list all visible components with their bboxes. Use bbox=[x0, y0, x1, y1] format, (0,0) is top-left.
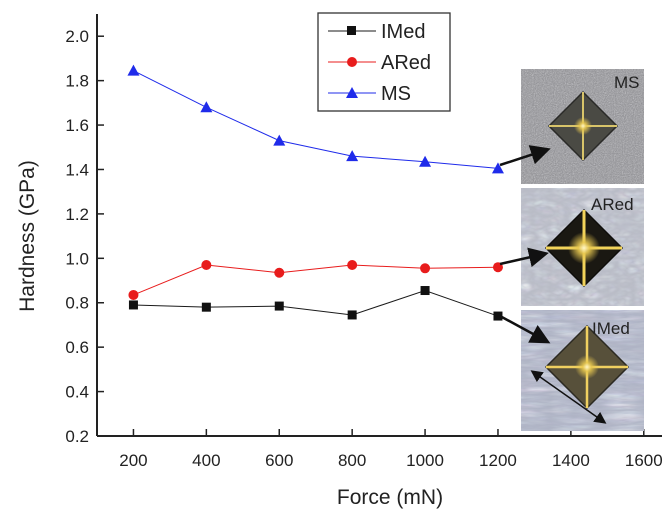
data-point-ared bbox=[128, 289, 139, 300]
legend-marker-imed bbox=[347, 26, 356, 35]
y-tick-label: 1.6 bbox=[65, 116, 89, 135]
y-axis-title: Hardness (GPa) bbox=[16, 160, 39, 312]
x-tick-label: 1000 bbox=[406, 451, 444, 470]
legend-label-ms: MS bbox=[381, 83, 411, 105]
series-ms bbox=[127, 64, 504, 174]
inset-micrograph-ms: MS bbox=[521, 69, 644, 184]
legend: IMed ARed MS bbox=[317, 12, 451, 112]
data-point-ms bbox=[200, 101, 213, 113]
series-line-ms bbox=[133, 70, 499, 169]
legend-item-ared: ARed bbox=[328, 52, 431, 74]
data-point-ared bbox=[201, 259, 212, 270]
inset-micrograph-ared: ARed bbox=[521, 188, 644, 306]
x-tick-label: 600 bbox=[265, 451, 293, 470]
inset-label-imed: IMed bbox=[592, 319, 630, 338]
legend-marker-ared bbox=[347, 57, 357, 67]
inset-micrograph-imed: IMed bbox=[521, 310, 644, 431]
legend-item-ms: MS bbox=[328, 83, 411, 105]
data-point-ared bbox=[274, 267, 285, 278]
y-tick-label: 1.0 bbox=[65, 249, 89, 268]
y-tick-label: 0.8 bbox=[65, 294, 89, 313]
data-point-ared bbox=[420, 263, 431, 274]
y-tick-label: 1.4 bbox=[65, 160, 89, 179]
data-point-imed bbox=[201, 302, 211, 312]
series-layer bbox=[127, 64, 504, 321]
data-point-imed bbox=[420, 286, 430, 296]
data-point-imed bbox=[274, 301, 284, 311]
arrow-ared-icon bbox=[499, 247, 549, 268]
x-tick-label: 1400 bbox=[552, 451, 590, 470]
pointer-arrows bbox=[499, 145, 551, 344]
x-tick-label: 1200 bbox=[479, 451, 517, 470]
legend-marker-ms bbox=[346, 87, 358, 98]
arrow-ms-icon bbox=[499, 145, 551, 167]
arrow-imed-icon bbox=[499, 314, 551, 344]
series-line-imed bbox=[133, 289, 499, 317]
axis-ticks: 200 400 600 800 1000 1200 1400 1600 0.2 0.4 0.6 0.8… bbox=[65, 27, 662, 470]
series-ared bbox=[128, 259, 503, 300]
x-tick-label: 400 bbox=[192, 451, 220, 470]
data-point-ms bbox=[273, 134, 286, 146]
legend-label-ared: ARed bbox=[381, 52, 431, 74]
y-tick-label: 0.4 bbox=[65, 383, 89, 402]
series-imed bbox=[128, 286, 503, 321]
y-tick-label: 1.8 bbox=[65, 72, 89, 91]
diagonal-measure-icon bbox=[530, 370, 607, 424]
inset-label-ms: MS bbox=[614, 73, 640, 92]
y-tick-label: 1.2 bbox=[65, 205, 89, 224]
series-line-ared bbox=[133, 264, 498, 296]
data-point-ms bbox=[346, 150, 359, 162]
data-point-imed bbox=[347, 310, 357, 320]
data-point-ms bbox=[127, 64, 140, 76]
data-point-ms bbox=[491, 162, 504, 174]
data-point-ared bbox=[347, 259, 358, 270]
y-tick-label: 0.6 bbox=[65, 338, 89, 357]
x-tick-label: 200 bbox=[119, 451, 147, 470]
data-point-imed bbox=[128, 300, 138, 310]
legend-item-imed: IMed bbox=[328, 21, 425, 43]
y-tick-label: 2.0 bbox=[65, 27, 89, 46]
x-tick-label: 1600 bbox=[625, 451, 663, 470]
plot-frame bbox=[96, 14, 662, 437]
legend-label-imed: IMed bbox=[381, 21, 425, 43]
data-point-ms bbox=[419, 155, 432, 167]
x-tick-label: 800 bbox=[338, 451, 366, 470]
y-tick-label: 0.2 bbox=[65, 427, 89, 446]
data-point-imed bbox=[493, 311, 503, 321]
x-axis-title: Force (mN) bbox=[337, 486, 443, 509]
inset-label-ared: ARed bbox=[591, 195, 634, 214]
